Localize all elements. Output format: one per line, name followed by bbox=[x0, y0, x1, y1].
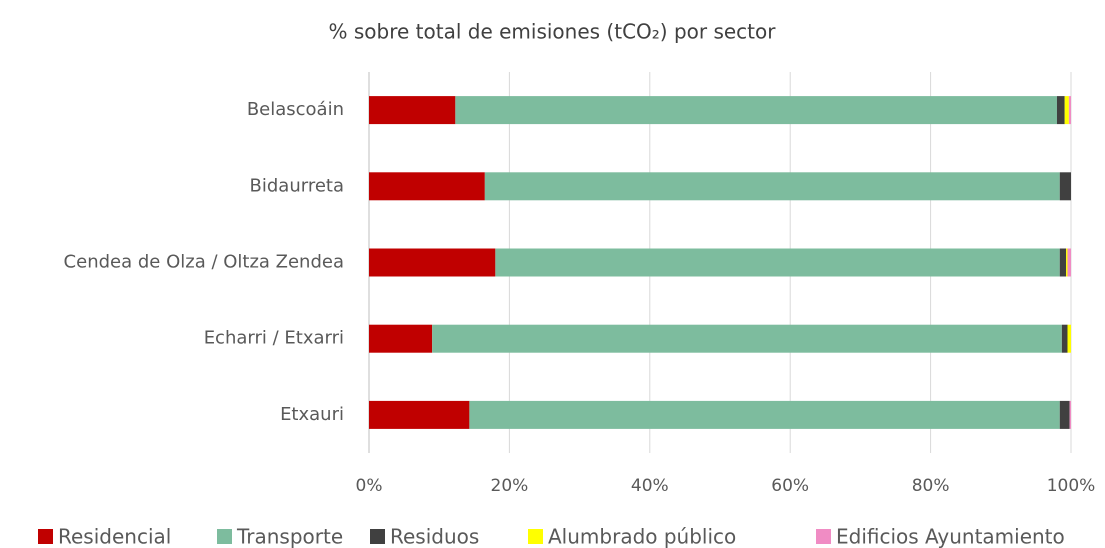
x-tick-label: 80% bbox=[912, 476, 950, 496]
bar-segment bbox=[369, 96, 456, 125]
legend-label: Edificios Ayuntamiento bbox=[836, 525, 1065, 548]
y-tick-label: Belascoáin bbox=[247, 99, 344, 120]
x-tick-label: 0% bbox=[356, 476, 383, 496]
bar-segment bbox=[484, 172, 1060, 201]
bar-segment bbox=[469, 400, 1060, 429]
bar-segment bbox=[1067, 324, 1071, 353]
bar-segment bbox=[369, 172, 485, 201]
bar-segment bbox=[369, 400, 470, 429]
bar-segment bbox=[1068, 96, 1071, 125]
legend-label: Residencial bbox=[58, 525, 171, 548]
y-tick-label: Bidaurreta bbox=[250, 175, 344, 196]
legend-swatch bbox=[370, 529, 385, 544]
x-tick-label: 100% bbox=[1047, 476, 1096, 496]
legend-swatch bbox=[816, 529, 831, 544]
chart-title: % sobre total de emisiones (tCO₂) por se… bbox=[329, 20, 777, 44]
x-tick-label: 60% bbox=[771, 476, 809, 496]
bar-segment bbox=[1059, 172, 1071, 201]
legend-swatch bbox=[38, 529, 53, 544]
bar-segment bbox=[1061, 324, 1068, 353]
legend-label: Residuos bbox=[390, 525, 479, 548]
bar-segment bbox=[1064, 96, 1069, 125]
bar-segment bbox=[369, 248, 496, 277]
legend-swatch bbox=[528, 529, 543, 544]
legend-label: Transporte bbox=[236, 525, 343, 548]
bar-segment bbox=[1067, 248, 1071, 277]
bar-segment bbox=[369, 324, 433, 353]
bar-segment bbox=[1059, 248, 1067, 277]
y-tick-label: Etxauri bbox=[280, 404, 344, 425]
bar-segment bbox=[455, 96, 1057, 125]
bar-segment bbox=[1069, 400, 1071, 429]
x-tick-label: 40% bbox=[631, 476, 669, 496]
legend-label: Alumbrado público bbox=[548, 525, 736, 548]
y-tick-label: Cendea de Olza / Oltza Zendea bbox=[64, 252, 344, 273]
bar-segment bbox=[432, 324, 1062, 353]
bar-segment bbox=[1056, 96, 1065, 125]
bar-segment bbox=[1059, 400, 1070, 429]
bar-segment bbox=[495, 248, 1060, 277]
y-tick-label: Echarri / Etxarri bbox=[204, 328, 344, 349]
bar-segment bbox=[1066, 248, 1068, 277]
x-tick-label: 20% bbox=[491, 476, 529, 496]
legend-swatch bbox=[217, 529, 232, 544]
